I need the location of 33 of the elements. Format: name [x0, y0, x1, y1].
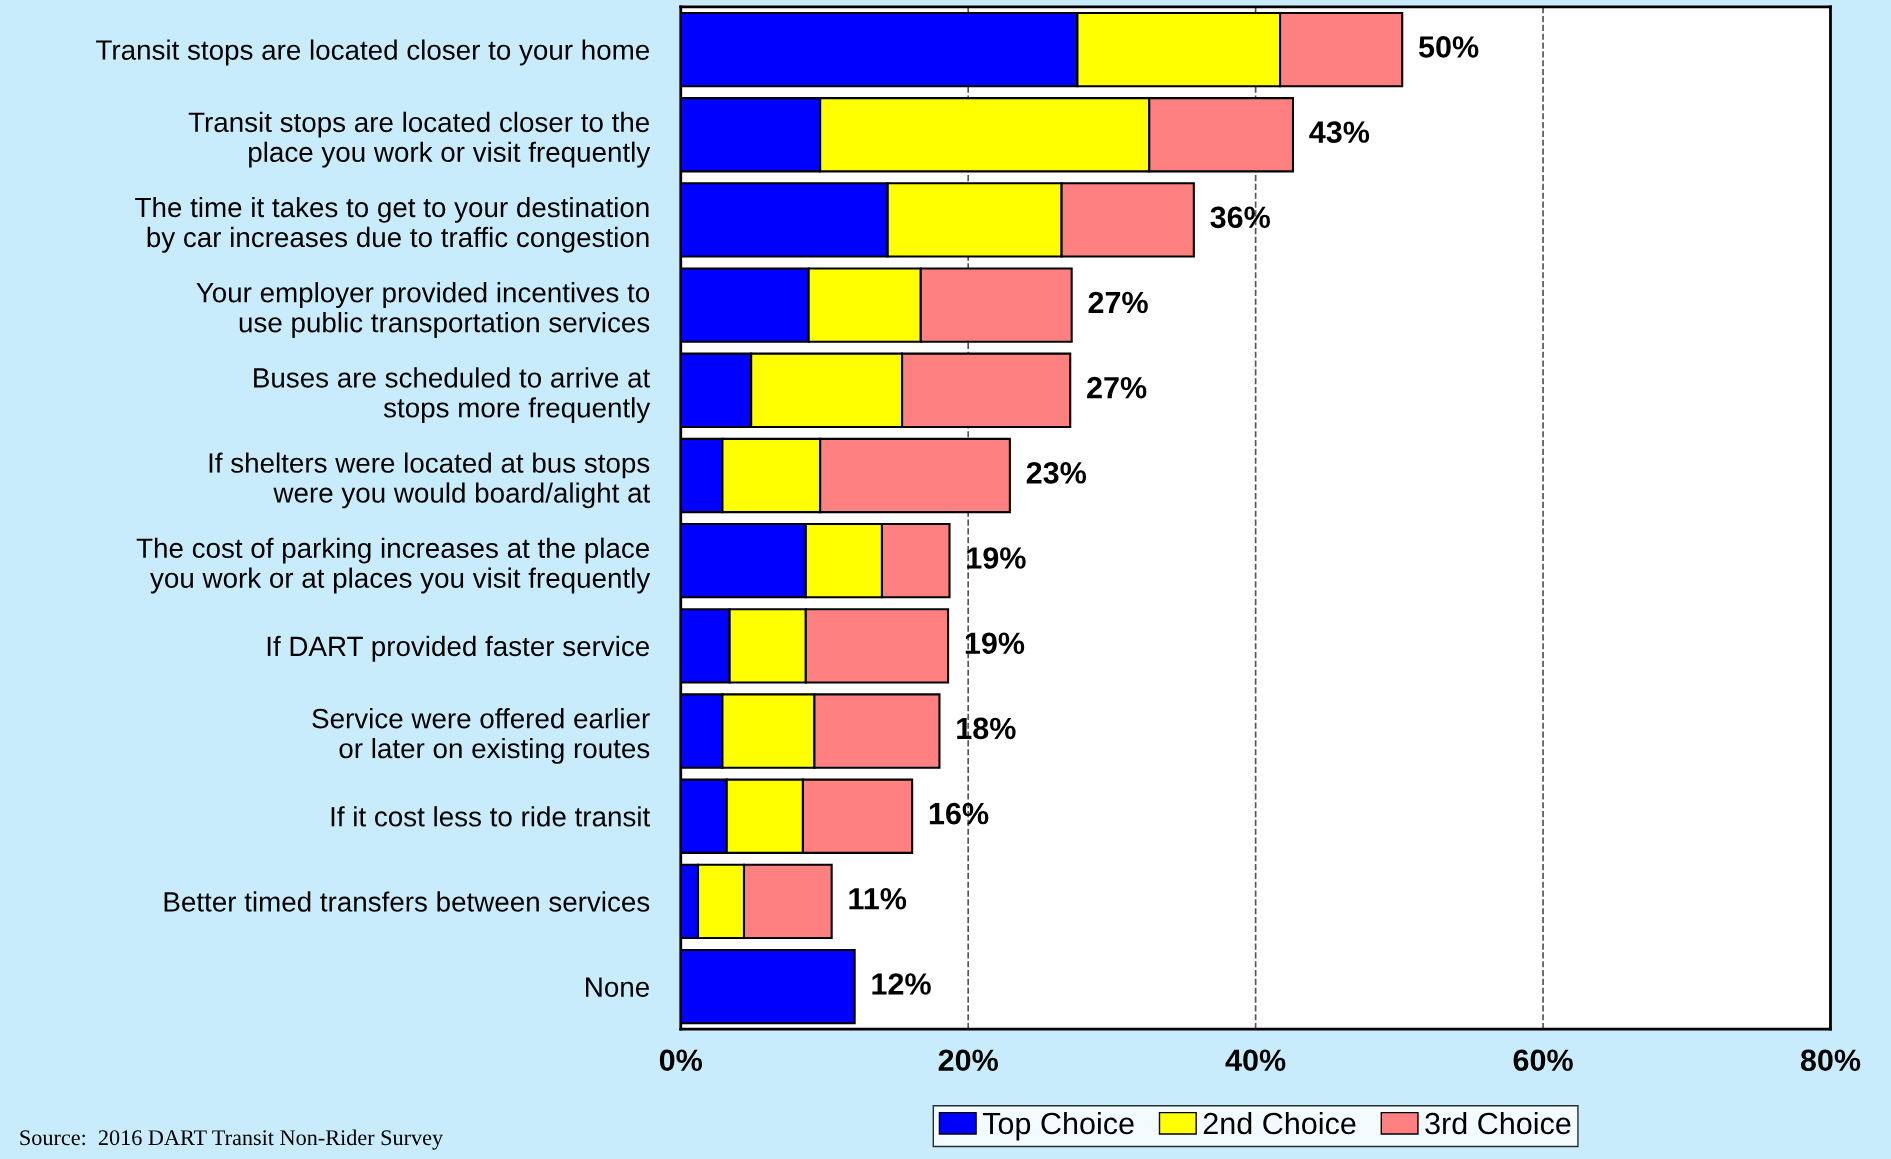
- x-tick-label: 60%: [1513, 1049, 1573, 1072]
- total-label: 19%: [967, 547, 1026, 569]
- y-tick-label: Transit stops are located closer to the place you work or visit frequently: [188, 111, 651, 168]
- x-tick-label: 0%: [659, 1049, 703, 1072]
- y-tick-label: Service were offered earlier or later on existing routes: [312, 708, 650, 764]
- y-tick-label: Better timed transfers between services: [164, 891, 650, 912]
- total-label: 18%: [957, 717, 1016, 740]
- legend-label: 2nd Choice: [1203, 1111, 1356, 1135]
- x-tick-label: 40%: [1225, 1049, 1286, 1072]
- legend-label: 3rd Choice: [1425, 1111, 1571, 1135]
- total-label: 27%: [1088, 291, 1148, 314]
- source-note: Source: 2016 DART Transit Non-Rider Survey: [20, 1129, 444, 1150]
- total-label: 11%: [849, 888, 907, 910]
- x-tick-label: 80%: [1800, 1049, 1861, 1072]
- y-tick-label: The cost of parking increases at the place you work or at places you visit frequently: [136, 537, 651, 594]
- total-label: 36%: [1210, 206, 1270, 229]
- total-label: 16%: [929, 802, 989, 825]
- total-label: 12%: [872, 973, 931, 995]
- total-label: 43%: [1309, 121, 1370, 143]
- legend-label: Top Choice: [982, 1111, 1134, 1141]
- total-label: 50%: [1418, 36, 1479, 58]
- y-tick-label: If DART provided faster service: [267, 635, 649, 662]
- total-label: 19%: [965, 632, 1025, 655]
- total-label: 27%: [1087, 376, 1147, 399]
- y-tick-label: Your employer provided incentives to use public transportation services: [196, 282, 650, 338]
- x-tick-label: 20%: [938, 1049, 998, 1072]
- total-label: 23%: [1026, 462, 1087, 484]
- y-tick-label: Transit stops are located closer to your home: [96, 39, 650, 66]
- y-tick-label: Buses are scheduled to arrive at stops more frequently: [254, 367, 651, 424]
- y-tick-label: If it cost less to ride transit: [331, 806, 651, 827]
- y-tick-label: The time it takes to get to your destination by car increases due to traffic congestion: [135, 196, 649, 253]
- y-tick-label: If shelters were located at bus stops were you would board/alight at: [209, 452, 651, 509]
- y-tick-label: None: [586, 977, 649, 997]
